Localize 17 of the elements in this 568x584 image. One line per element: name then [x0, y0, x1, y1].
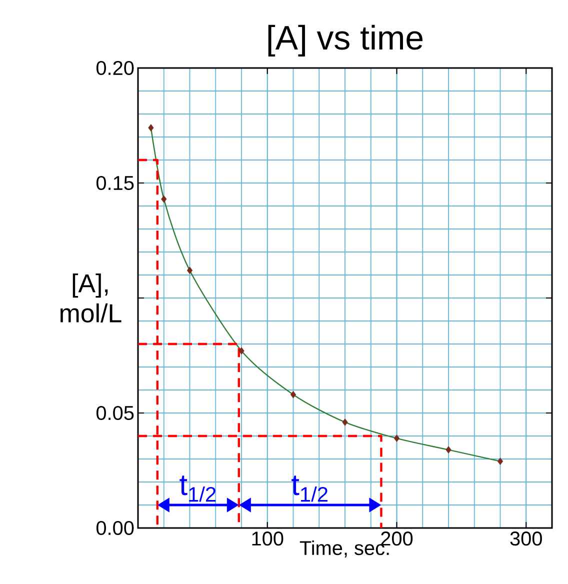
point	[394, 434, 400, 442]
point	[446, 446, 452, 454]
x-tick-label: 100	[252, 532, 284, 546]
point	[148, 124, 154, 132]
point	[342, 418, 348, 426]
point	[497, 458, 504, 465]
point	[186, 266, 193, 274]
y-tick-label: 0.00	[96, 520, 134, 536]
y-tick-label: 0.15	[96, 176, 134, 190]
y-tick-label: 0.05	[96, 406, 134, 420]
point	[161, 195, 167, 203]
y-axis-title: [A], mol/L	[60, 274, 122, 322]
chart-title: [A] vs time	[268, 24, 423, 56]
point	[290, 390, 296, 398]
point	[238, 347, 244, 355]
y-tick-label: 0.20	[96, 60, 134, 76]
x-tick-label: 300	[510, 532, 542, 546]
